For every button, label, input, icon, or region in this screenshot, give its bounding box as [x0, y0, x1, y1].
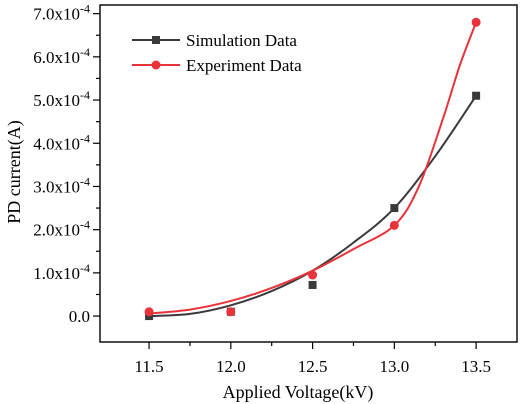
series-line — [148, 21, 478, 315]
y-axis: 0.0 1.0x10-4 2.0x10-4 3.0x10-4 4.0x10-4 5.0x1… — [33, 2, 100, 326]
y-tick-label: 6.0x10-4 — [33, 45, 90, 67]
data-point — [144, 307, 154, 317]
y-tick-label: 7.0x10-4 — [33, 2, 90, 24]
data-point — [390, 204, 399, 213]
y-tick-label: 1.0x10-4 — [33, 261, 90, 283]
data-point — [389, 220, 399, 230]
legend-marker — [151, 60, 161, 70]
data-point — [472, 91, 481, 100]
y-tick-label: 0.0 — [69, 307, 90, 326]
y-tick-label: 5.0x10-4 — [33, 88, 90, 110]
x-tick-label: 13.5 — [461, 357, 491, 376]
data-point — [226, 307, 236, 317]
y-tick-label: 3.0x10-4 — [33, 174, 90, 196]
x-axis-title: Applied Voltage(kV) — [223, 382, 374, 403]
x-tick-label: 13.0 — [379, 357, 409, 376]
plot-area — [99, 4, 518, 343]
legend-label: Simulation Data — [186, 31, 297, 50]
series-2 — [144, 17, 481, 317]
x-tick-label: 12.0 — [216, 357, 246, 376]
legend: Simulation Data Experiment Data — [132, 31, 302, 75]
y-tick-label: 4.0x10-4 — [33, 131, 90, 153]
x-axis: 11.5 12.0 12.5 13.0 13.5 — [134, 342, 491, 376]
data-point — [471, 17, 481, 27]
y-tick-label: 2.0x10-4 — [33, 218, 90, 240]
x-tick-label: 11.5 — [134, 357, 163, 376]
x-tick-label: 12.5 — [298, 357, 328, 376]
legend-item: Experiment Data — [132, 56, 302, 75]
data-point — [308, 270, 318, 280]
y-axis-title: PD current(A) — [4, 120, 25, 223]
legend-marker — [152, 36, 160, 44]
legend-label: Experiment Data — [186, 56, 302, 75]
series-1 — [145, 91, 481, 321]
plot-frame — [99, 4, 518, 343]
legend-item: Simulation Data — [132, 31, 297, 50]
data-point — [308, 280, 317, 289]
series-layer — [144, 17, 481, 321]
